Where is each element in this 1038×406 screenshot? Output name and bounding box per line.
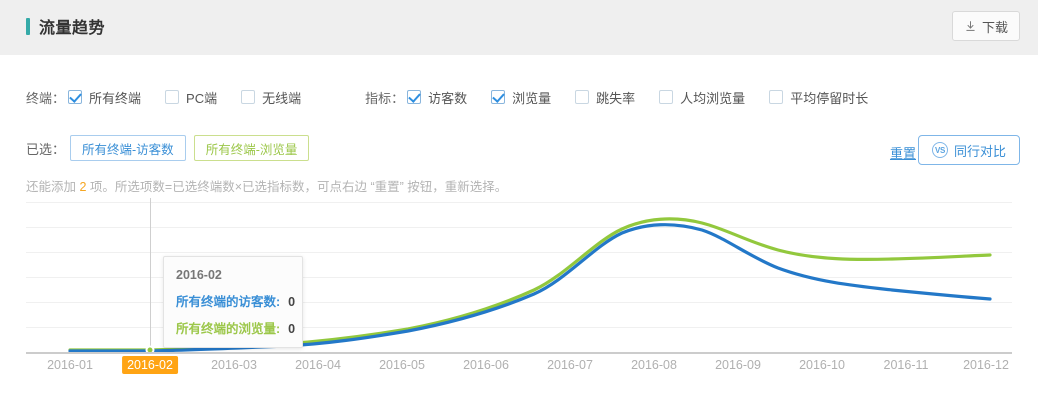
x-label-2016-12[interactable]: 2016-12: [963, 358, 1009, 372]
chart-tooltip: 2016-02 所有终端的访客数: 0 所有终端的浏览量: 0: [163, 256, 303, 348]
hint-suffix: 项。所选项数=已选终端数×已选指标数，可点右边 “重置” 按钮，重新选择。: [86, 180, 508, 194]
checkbox-icon[interactable]: [165, 90, 180, 104]
title-accent-bar: [26, 17, 30, 35]
x-label-2016-06[interactable]: 2016-06: [463, 358, 509, 372]
gridline: [26, 302, 1012, 303]
checkbox-icon[interactable]: [769, 90, 784, 104]
x-label-2016-11[interactable]: 2016-11: [883, 358, 929, 372]
tooltip-row-visitors: 所有终端的访客数: 0: [176, 291, 295, 310]
checkbox-icon[interactable]: [68, 90, 83, 104]
metric-option-visitors[interactable]: 访客数: [407, 88, 467, 107]
selected-tag-visitors[interactable]: 所有终端-访客数: [70, 135, 186, 161]
x-label-2016-07[interactable]: 2016-07: [547, 358, 593, 372]
x-label-2016-02[interactable]: 2016-02: [122, 356, 178, 374]
checkbox-icon[interactable]: [491, 90, 506, 104]
reset-link[interactable]: 重置: [889, 146, 916, 161]
crosshair-line: [150, 198, 151, 354]
download-arrow-icon: [966, 20, 975, 31]
selected-row: 已选： 所有终端-访客数 所有终端-浏览量: [0, 132, 1038, 164]
metric-option-label: 访客数: [428, 90, 468, 106]
peer-compare-button[interactable]: VS 同行对比: [917, 135, 1020, 165]
terminal-group-label: 终端：: [26, 90, 66, 106]
terminal-option-wireless[interactable]: 无线端: [241, 88, 301, 107]
x-label-2016-09[interactable]: 2016-09: [715, 358, 761, 372]
checkbox-icon[interactable]: [659, 90, 674, 104]
metric-option-label: 人均浏览量: [680, 90, 746, 106]
gridline: [26, 227, 1012, 228]
gridline: [26, 202, 1012, 203]
x-label-2016-03[interactable]: 2016-03: [211, 358, 257, 372]
x-axis-line: [26, 352, 1012, 354]
metric-option-avg-stay[interactable]: 平均停留时长: [769, 88, 868, 107]
hint-count: 2: [79, 180, 87, 194]
x-label-2016-08[interactable]: 2016-08: [631, 358, 677, 372]
selected-label: 已选：: [26, 141, 66, 157]
terminal-option-pc[interactable]: PC端: [165, 88, 217, 107]
terminal-option-label: 无线端: [262, 90, 302, 106]
filter-row: 终端： 所有终端 PC端 无线端 指标： 访客数 浏览量: [0, 82, 1038, 112]
x-axis-labels: 2016-01 2016-02 2016-03 2016-04 2016-05 …: [26, 356, 1012, 378]
metric-option-label: 浏览量: [512, 90, 552, 106]
x-label-2016-01[interactable]: 2016-01: [47, 358, 93, 372]
checkbox-icon[interactable]: [241, 90, 256, 104]
metric-option-pv-per-user[interactable]: 人均浏览量: [659, 88, 745, 107]
tooltip-value: 0: [288, 295, 296, 309]
download-label: 下载: [981, 19, 1008, 35]
gridline: [26, 252, 1012, 253]
gridline: [26, 327, 1012, 328]
tooltip-key: 所有终端的访客数:: [176, 295, 281, 309]
metric-group-label: 指标：: [365, 90, 405, 106]
terminal-option-label: 所有终端: [89, 90, 142, 106]
selection-hint: 还能添加 2 项。所选项数=已选终端数×已选指标数，可点右边 “重置” 按钮，重…: [26, 176, 507, 195]
metric-option-pageviews[interactable]: 浏览量: [491, 88, 551, 107]
terminal-filter-group: 终端： 所有终端 PC端 无线端: [26, 88, 325, 107]
peer-compare-label: 同行对比: [953, 143, 1006, 159]
metric-option-bounce-rate[interactable]: 跳失率: [575, 88, 635, 107]
x-label-2016-10[interactable]: 2016-10: [799, 358, 845, 372]
tooltip-key: 所有终端的浏览量:: [176, 322, 281, 336]
checkbox-icon[interactable]: [407, 90, 422, 104]
metric-option-label: 跳失率: [596, 90, 636, 106]
title-text: 流量趋势: [39, 20, 106, 37]
metric-filter-group: 指标： 访客数 浏览量 跳失率 人均浏览量 平均停留时长: [365, 88, 892, 107]
x-label-2016-04[interactable]: 2016-04: [295, 358, 341, 372]
metric-option-label: 平均停留时长: [790, 90, 869, 106]
panel-header: 流量趋势 下载: [0, 0, 1038, 55]
tooltip-row-pageviews: 所有终端的浏览量: 0: [176, 318, 295, 337]
terminal-option-all[interactable]: 所有终端: [68, 88, 141, 107]
page-title: 流量趋势: [26, 14, 105, 38]
tooltip-date: 2016-02: [176, 268, 222, 282]
terminal-option-label: PC端: [186, 90, 218, 106]
x-label-2016-05[interactable]: 2016-05: [379, 358, 425, 372]
hint-prefix: 还能添加: [26, 180, 80, 194]
selected-tag-pageviews[interactable]: 所有终端-浏览量: [193, 135, 310, 161]
vs-circle-icon: VS: [931, 142, 948, 158]
checkbox-icon[interactable]: [575, 90, 590, 104]
download-button[interactable]: 下载: [951, 11, 1020, 41]
gridline: [26, 277, 1012, 278]
series-line-visitors: [68, 223, 992, 353]
tooltip-value: 0: [288, 322, 296, 336]
